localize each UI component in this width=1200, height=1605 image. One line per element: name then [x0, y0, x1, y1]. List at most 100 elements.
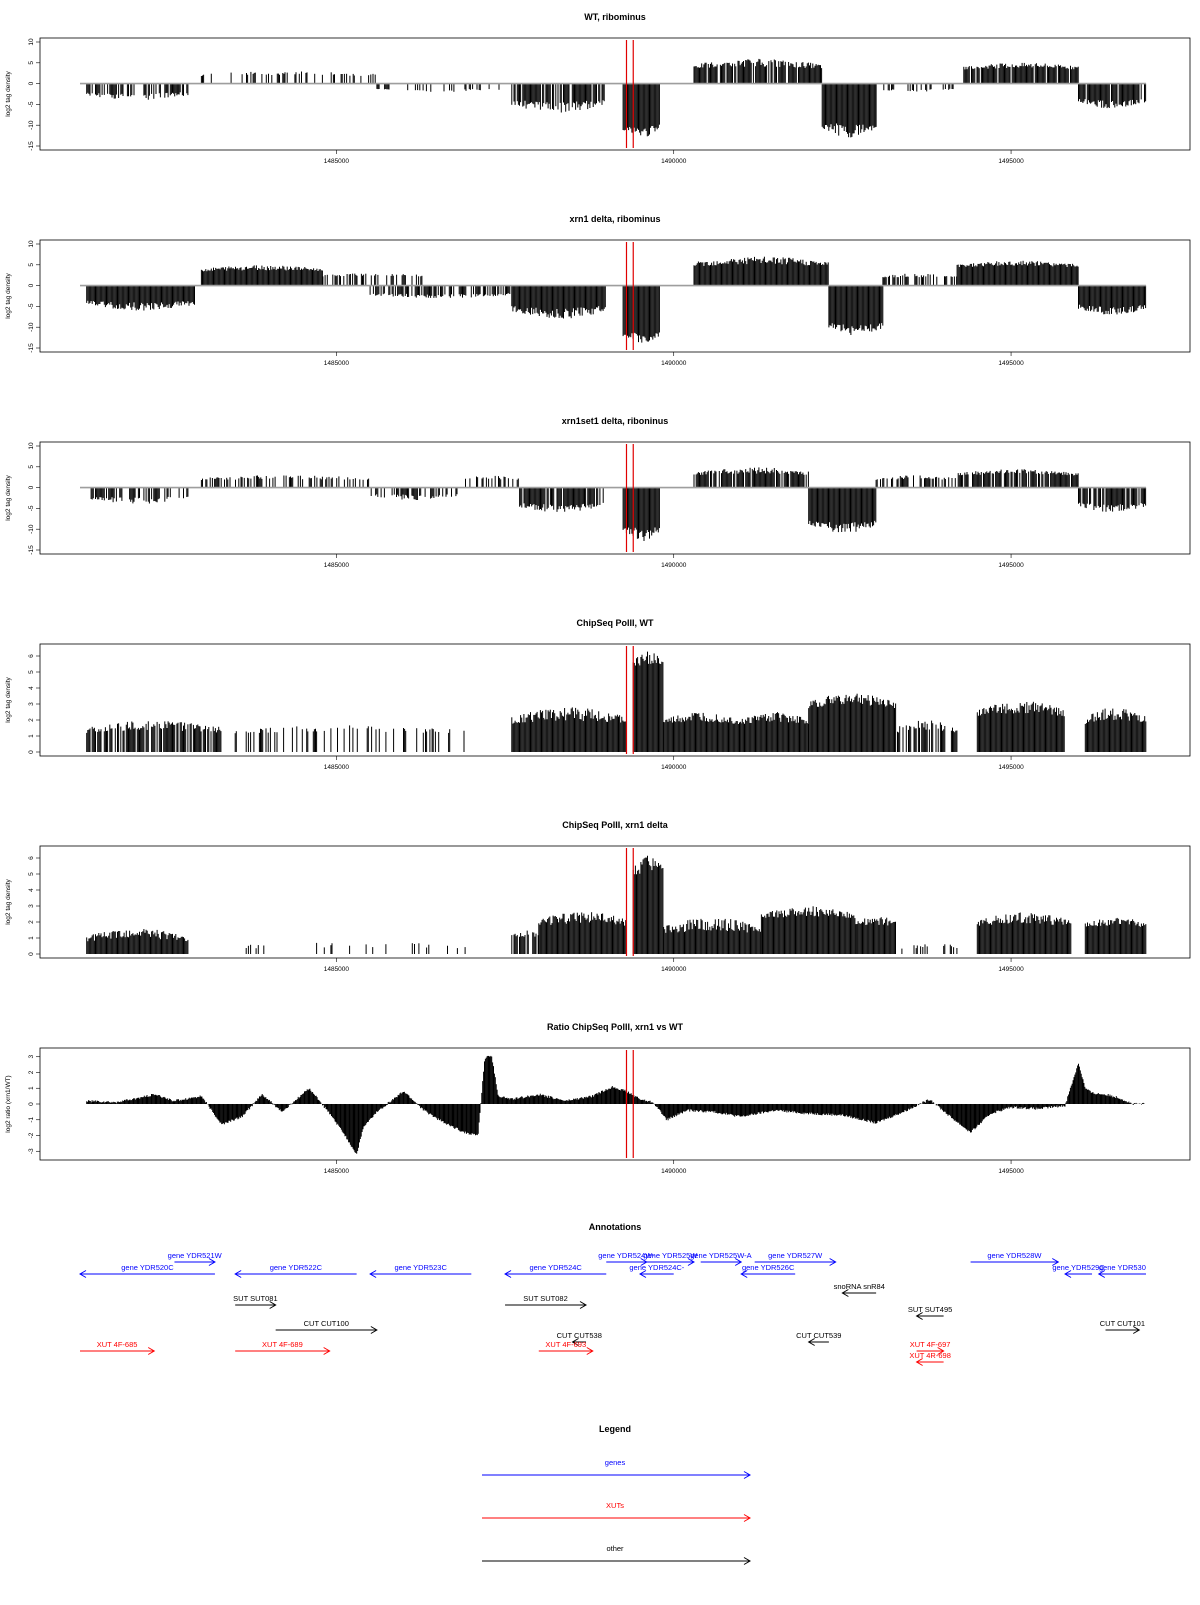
x-tick-label: 1485000 — [324, 360, 350, 367]
y-tick-label: 3 — [28, 1055, 35, 1059]
y-tick-label: 1 — [28, 936, 35, 940]
chart-panel-3: xrn1set1 delta, riboninus 10 5 0 -5 -10 -15 log… — [5, 416, 1191, 569]
feature-gene-ydr523c: gene YDR523C — [369, 1263, 472, 1278]
y-tick-label: 4 — [28, 686, 35, 690]
plot-frame — [39, 441, 1191, 555]
data-series — [86, 651, 1147, 752]
feature-label: CUT CUT539 — [796, 1331, 841, 1340]
y-tick-label: 2 — [28, 920, 35, 924]
feature-arrowhead — [79, 1270, 87, 1278]
feature-cut-cut101: CUT CUT101 — [1100, 1319, 1145, 1334]
y-tick-label: 6 — [28, 856, 35, 860]
feature-snorna-snr84: snoRNA snR84 — [834, 1282, 885, 1297]
y-tick-label: 3 — [28, 702, 35, 706]
feature-label: gene YDR527W — [768, 1251, 823, 1260]
feature-gene-ydr524c: gene YDR524C — [504, 1263, 607, 1278]
y-tick-label: -1 — [28, 1116, 35, 1122]
feature-label: SUT SUT082 — [523, 1294, 567, 1303]
data-series — [90, 467, 1147, 541]
feature-gene-ydr528w: gene YDR528W — [970, 1251, 1060, 1266]
feature-label: gene YDR529C — [1052, 1263, 1105, 1272]
feature-arrowhead — [841, 1289, 849, 1297]
y-tick-label: -10 — [28, 524, 35, 534]
y-tick-label: 5 — [28, 872, 35, 876]
y-tick-label: 10 — [28, 38, 35, 46]
feature-gene-ydr525w-a: gene YDR525W-A — [690, 1251, 752, 1266]
plot-frame — [39, 239, 1191, 353]
feature-arrowhead — [147, 1347, 156, 1355]
feature-label: gene YDR521W — [168, 1251, 223, 1260]
feature-label: gene YDR525W — [643, 1251, 698, 1260]
y-tick-label: -10 — [28, 322, 35, 332]
legend-item-genes: genes — [482, 1458, 751, 1479]
chart-title: WT, ribominus — [584, 12, 646, 22]
y-axis-label: log2 tag density — [5, 676, 12, 722]
x-tick-label: 1490000 — [661, 158, 687, 165]
y-tick-label: -15 — [28, 141, 35, 151]
legend-title: Legend — [599, 1424, 631, 1434]
x-tick-label: 1485000 — [324, 562, 350, 569]
feature-label: XUT 4F-697 — [910, 1340, 951, 1349]
chart-panel-6: Ratio ChipSeq PolII, xrn1 vs WT 3 2 1 0 -1 -2 -… — [5, 1022, 1191, 1175]
x-tick-label: 1495000 — [998, 360, 1024, 367]
x-tick-label: 1495000 — [998, 158, 1024, 165]
y-tick-label: 0 — [28, 485, 35, 489]
plot-frame — [39, 643, 1191, 757]
y-tick-label: 2 — [28, 718, 35, 722]
legend-arrowhead — [743, 1557, 751, 1565]
feature-gene-ydr525w: gene YDR525W — [643, 1251, 698, 1266]
legend-item-xuts: XUTs — [482, 1501, 751, 1522]
feature-sut-sut081: SUT SUT081 — [233, 1294, 278, 1309]
annotations-track: Annotations gene YDR520C gene YDR521W gene … — [79, 1222, 1146, 1366]
feature-cut-cut100: CUT CUT100 — [275, 1319, 378, 1334]
feature-gene-ydr529c: gene YDR529C — [1052, 1263, 1105, 1278]
feature-arrowhead — [687, 1258, 695, 1266]
chart-panel-5: ChipSeq PolII, xrn1 delta 6 5 4 3 2 1 0 log2 tag… — [5, 820, 1191, 973]
feature-label: gene YDR524W- — [598, 1251, 655, 1260]
feature-arrowhead — [1064, 1270, 1072, 1278]
y-tick-label: 4 — [28, 888, 35, 892]
y-tick-label: -3 — [28, 1148, 35, 1154]
x-tick-label: 1485000 — [324, 764, 350, 771]
feature-label: CUT CUT100 — [304, 1319, 349, 1328]
feature-arrowhead — [829, 1258, 837, 1266]
legend: Legend genes XUTs other — [482, 1424, 751, 1565]
feature-gene-ydr527w: gene YDR527W — [754, 1251, 837, 1266]
legend-arrowhead — [743, 1471, 751, 1479]
feature-label: XUT 4R-698 — [909, 1351, 951, 1360]
feature-gene-ydr520c: gene YDR520C — [79, 1263, 215, 1278]
feature-gene-ydr530: gene YDR530 — [1097, 1263, 1146, 1278]
feature-arrowhead — [579, 1301, 588, 1309]
y-tick-label: 5 — [28, 465, 35, 469]
y-tick-label: 0 — [28, 750, 35, 754]
x-tick-label: 1490000 — [661, 966, 687, 973]
legend-item-other: other — [482, 1544, 751, 1565]
feature-sut-sut082: SUT SUT082 — [505, 1294, 588, 1309]
feature-arrowhead — [915, 1312, 923, 1320]
feature-label: gene YDR528W — [987, 1251, 1042, 1260]
feature-gene-ydr521w: gene YDR521W — [168, 1251, 223, 1266]
feature-label: SUT SUT495 — [908, 1305, 952, 1314]
feature-label: gene YDR522C — [270, 1263, 323, 1272]
feature-label: gene YDR523C — [395, 1263, 448, 1272]
x-tick-label: 1485000 — [324, 1168, 350, 1175]
y-tick-label: 0 — [28, 1102, 35, 1106]
y-tick-label: 5 — [28, 670, 35, 674]
y-tick-label: 2 — [28, 1070, 35, 1074]
feature-cut-cut538: CUT CUT538 — [557, 1331, 602, 1346]
feature-label: gene YDR524C — [529, 1263, 582, 1272]
x-tick-label: 1495000 — [998, 966, 1024, 973]
legend-label: other — [606, 1544, 624, 1553]
x-tick-label: 1485000 — [324, 158, 350, 165]
y-tick-label: 3 — [28, 904, 35, 908]
chart-panel-1: WT, ribominus 10 5 0 -5 -10 -15 log2 tag densit… — [5, 12, 1191, 165]
x-tick-label: 1495000 — [998, 764, 1024, 771]
y-tick-label: 0 — [28, 952, 35, 956]
y-tick-label: 5 — [28, 263, 35, 267]
chart-title: Ratio ChipSeq PolII, xrn1 vs WT — [547, 1022, 684, 1032]
y-tick-label: 10 — [28, 240, 35, 248]
feature-arrowhead — [734, 1258, 743, 1266]
y-tick-label: -5 — [28, 101, 35, 107]
feature-arrowhead — [269, 1301, 277, 1309]
legend-arrowhead — [743, 1514, 751, 1522]
